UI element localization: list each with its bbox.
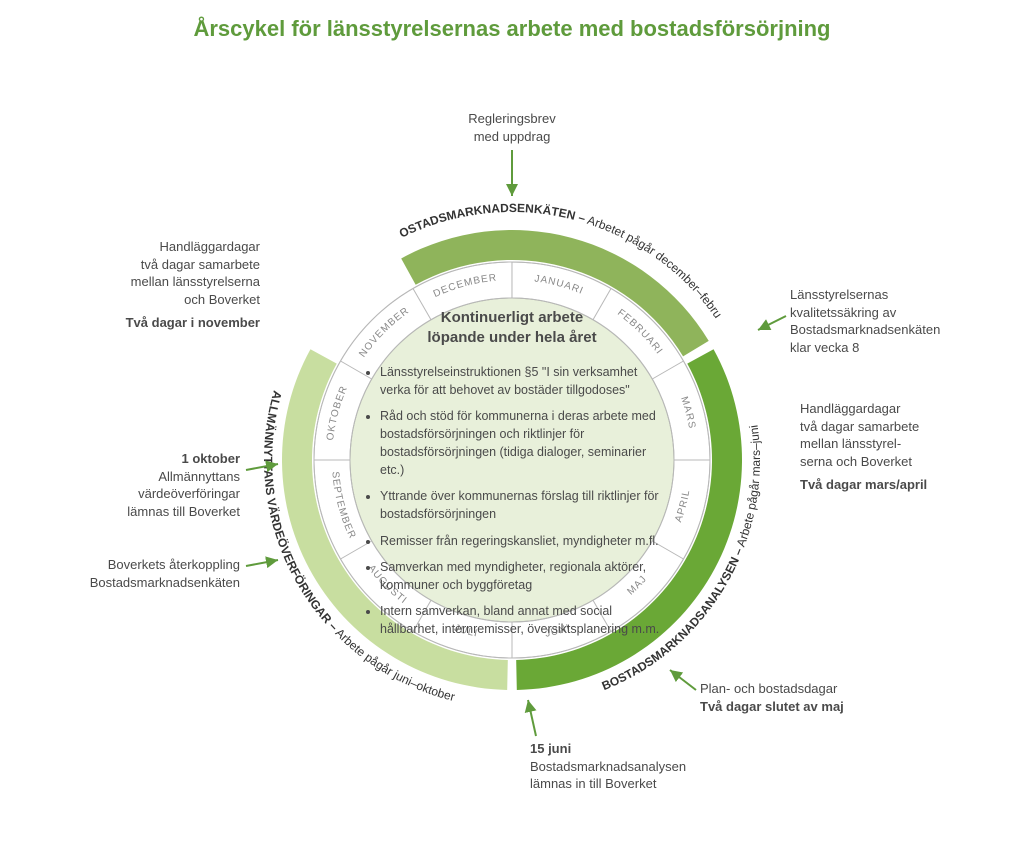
center-content: Kontinuerligt arbete löpande under hela …: [362, 308, 662, 651]
center-bullet: Länsstyrelseinstruktionen §5 "I sin verk…: [380, 363, 662, 399]
annot-left-oct: 1 oktober Allmännyttans värdeöverföringa…: [40, 450, 240, 520]
center-bullet: Samverkan med myndigheter, regionala akt…: [380, 558, 662, 594]
center-bullet: Intern samverkan, bland annat med social…: [380, 602, 662, 638]
annotation-arrow: [528, 700, 536, 736]
annotation-arrow: [758, 316, 786, 330]
annot-right-mar: Handläggardagar två dagar samarbete mell…: [800, 400, 970, 494]
annot-left-sep: Boverkets återkoppling Bostadsmarknadsen…: [40, 556, 240, 591]
center-bullet: Yttrande över kommunernas förslag till r…: [380, 487, 662, 523]
center-bullet: Råd och stöd för kommunerna i deras arbe…: [380, 407, 662, 480]
annot-left-nov: Handläggardagar två dagar samarbete mell…: [80, 238, 260, 332]
annot-top: Regleringsbrevmed uppdrag: [432, 110, 592, 145]
center-bullet: Remisser från regeringskansliet, myndigh…: [380, 532, 662, 550]
annotation-arrow: [246, 560, 278, 566]
annotation-arrow: [670, 670, 696, 690]
annot-right-may: Plan- och bostadsdagar Två dagar slutet …: [700, 680, 900, 715]
annot-right-feb: Länsstyrelsernas kvalitetssäkring av Bos…: [790, 286, 970, 356]
annot-bottom-jun: 15 juni Bostadsmarknadsanalysen lämnas i…: [530, 740, 740, 793]
